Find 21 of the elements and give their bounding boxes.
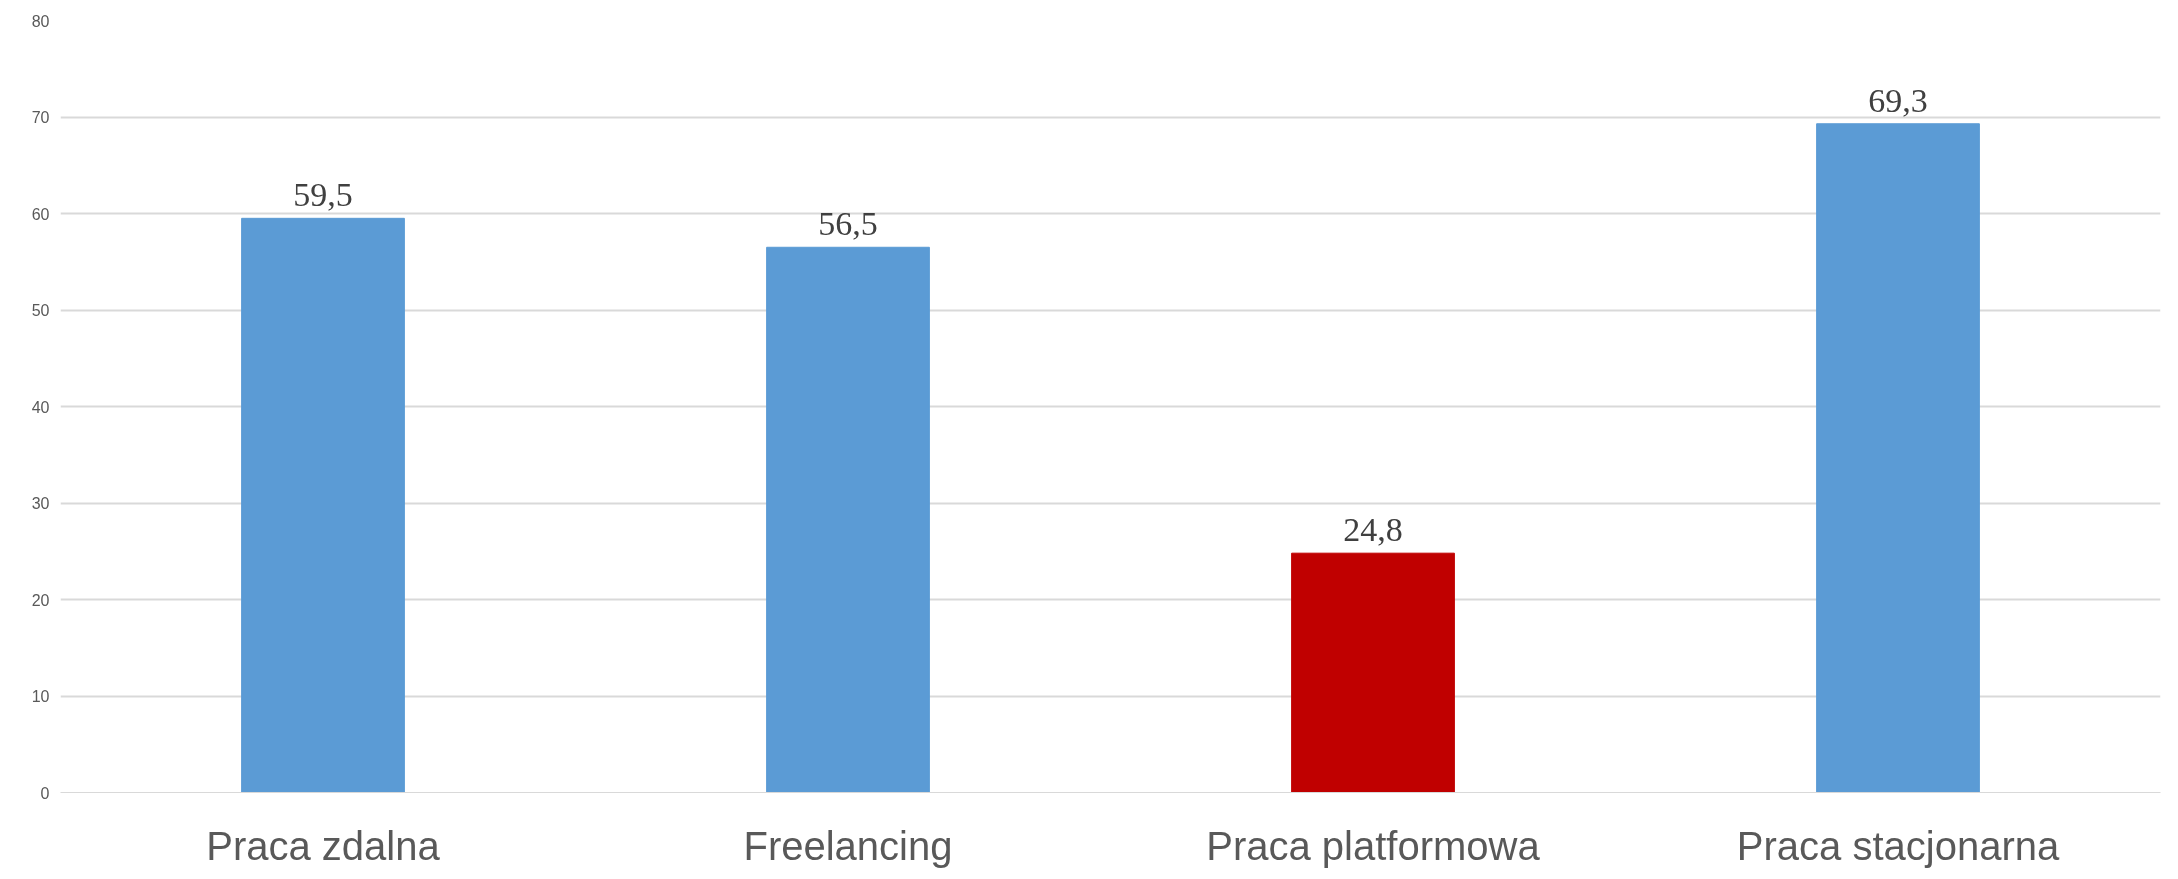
bar [241,217,405,793]
data-label: 56,5 [818,205,878,243]
bar [1816,123,1980,793]
y-tick-label: 10 [31,688,50,705]
y-tick-label: 30 [31,495,50,512]
y-tick-label: 40 [31,398,50,416]
bar [766,246,930,793]
data-label: 24,8 [1343,511,1403,549]
y-tick-label: 20 [31,591,50,609]
y-tick-label: 60 [31,205,50,223]
x-tick-label: Praca zdalna [206,823,441,868]
y-tick-label: 50 [31,302,50,319]
x-tick-label: Praca stacjonarna [1736,823,2060,868]
bar [1291,552,1455,793]
data-label: 69,3 [1868,81,1928,119]
y-tick-label: 80 [31,12,50,30]
y-tick-label: 70 [31,109,50,126]
x-tick-label: Praca platformowa [1206,823,1541,868]
y-tick-label: 0 [40,784,50,802]
x-tick-label: Freelancing [743,823,953,868]
data-label: 59,5 [293,176,353,214]
